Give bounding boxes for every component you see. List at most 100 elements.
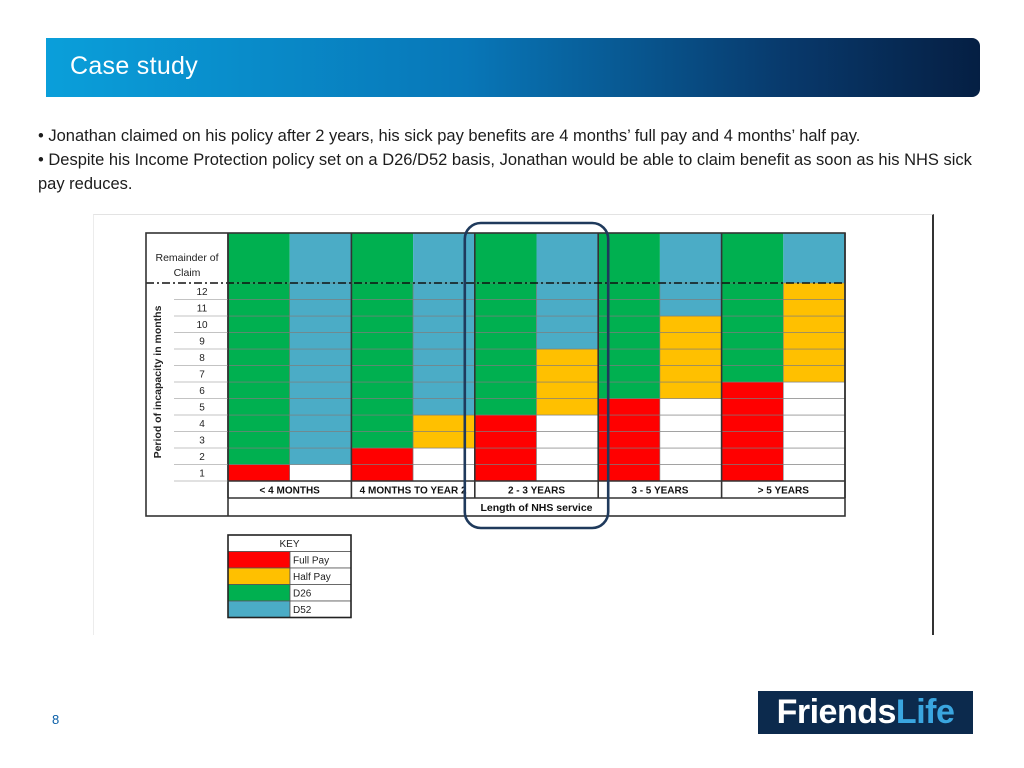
grid-cell <box>474 315 537 333</box>
grid-cell <box>227 398 291 416</box>
grid-cell <box>474 348 537 366</box>
grid-cell <box>351 365 414 383</box>
grid-cell <box>351 431 414 449</box>
month-tick-label: 11 <box>197 304 208 315</box>
x-axis-label: Length of NHS service <box>480 502 592 514</box>
grid-cell <box>659 398 722 416</box>
grid-cell <box>782 365 846 383</box>
grid-cell <box>721 398 784 416</box>
month-tick-label: 2 <box>199 452 205 463</box>
month-tick-label: 1 <box>199 469 205 480</box>
category-label: 2 - 3 YEARS <box>508 486 565 497</box>
grid-cell <box>536 414 599 432</box>
grid-cell <box>227 447 291 465</box>
grid-cell <box>227 332 291 350</box>
key-swatch <box>227 584 291 602</box>
key-swatch <box>227 600 291 618</box>
grid-cell <box>659 348 722 366</box>
grid-cell <box>659 332 722 350</box>
grid-cell <box>782 414 846 432</box>
grid-cell <box>659 381 722 399</box>
grid-cell <box>659 315 722 333</box>
month-tick-label: 10 <box>196 320 208 331</box>
grid-cell <box>289 431 352 449</box>
grid-cell <box>351 348 414 366</box>
grid-cell <box>474 381 537 399</box>
grid-cell <box>536 332 599 350</box>
grid-cell <box>351 381 414 399</box>
page-title: Case study <box>70 52 199 80</box>
logo-text-life: Life <box>895 693 955 731</box>
key-swatch <box>227 551 291 569</box>
grid-cell <box>659 299 722 317</box>
grid-cell <box>721 414 784 432</box>
grid-cell <box>536 348 599 366</box>
grid-cell <box>289 315 352 333</box>
grid-cell <box>659 365 722 383</box>
grid-cell <box>536 447 599 465</box>
grid-cell <box>289 282 352 300</box>
highlight-box <box>463 221 610 530</box>
grid-cell <box>227 282 291 300</box>
logo-text-friends: Friends <box>776 693 897 731</box>
grid-cell <box>782 282 846 300</box>
month-tick-label: 7 <box>199 370 205 381</box>
month-tick-label: 3 <box>199 436 205 447</box>
grid-cell <box>289 348 352 366</box>
grid-cell <box>289 398 352 416</box>
grid-cell <box>351 414 414 432</box>
remainder-cell <box>536 233 599 283</box>
grid-cell <box>474 431 537 449</box>
key-border <box>227 534 352 619</box>
grid-cell <box>289 464 352 482</box>
grid-cell <box>659 282 722 300</box>
grid-cell <box>474 332 537 350</box>
row-header-label: Claim <box>174 267 201 279</box>
month-tick-label: 4 <box>199 419 205 430</box>
table-border <box>145 232 846 517</box>
grid-cell <box>782 348 846 366</box>
grid-cell <box>782 464 846 482</box>
grid-cell <box>227 365 291 383</box>
grid-cell <box>721 299 784 317</box>
grid-cell <box>351 398 414 416</box>
bullet-list: • Jonathan claimed on his policy after 2… <box>38 124 988 196</box>
grid-cell <box>474 299 537 317</box>
grid-cell <box>351 464 414 482</box>
category-label: < 4 MONTHS <box>260 486 321 497</box>
grid-cell <box>721 431 784 449</box>
grid-cell <box>536 282 599 300</box>
grid-cell <box>474 398 537 416</box>
grid-cell <box>536 365 599 383</box>
grid-cell <box>474 414 537 432</box>
grid-cell <box>536 398 599 416</box>
grid-cell <box>659 431 722 449</box>
grid-cell <box>351 299 414 317</box>
month-tick-label: 12 <box>196 287 208 298</box>
bullet-item: • Jonathan claimed on his policy after 2… <box>38 127 861 145</box>
key-swatch <box>227 567 291 585</box>
grid-cell <box>474 464 537 482</box>
grid-cell <box>721 332 784 350</box>
grid-cell <box>659 447 722 465</box>
remainder-cell <box>783 233 845 283</box>
bullet-item: • Despite his Income Protection policy s… <box>38 151 972 193</box>
key-label: Half Pay <box>293 572 331 583</box>
grid-cell <box>721 282 784 300</box>
friends-life-logo: Friends Life <box>758 691 973 734</box>
grid-cell <box>227 381 291 399</box>
grid-cell <box>227 348 291 366</box>
remainder-cell <box>659 233 722 283</box>
slide-number: 8 <box>52 712 60 727</box>
grid-cell <box>289 414 352 432</box>
sick-pay-chart: Remainder of Claim 12 11 10 9 8 7 6 5 4 3 2 1 Period o… <box>145 221 846 619</box>
grid-cell <box>289 365 352 383</box>
key-label: Full Pay <box>293 556 329 567</box>
grid-cell <box>721 447 784 465</box>
month-tick-label: 9 <box>199 337 205 348</box>
grid-cell <box>227 299 291 317</box>
grid-cell <box>289 299 352 317</box>
grid-cell <box>227 464 291 482</box>
grid-cell <box>721 348 784 366</box>
grid-cell <box>227 414 291 432</box>
